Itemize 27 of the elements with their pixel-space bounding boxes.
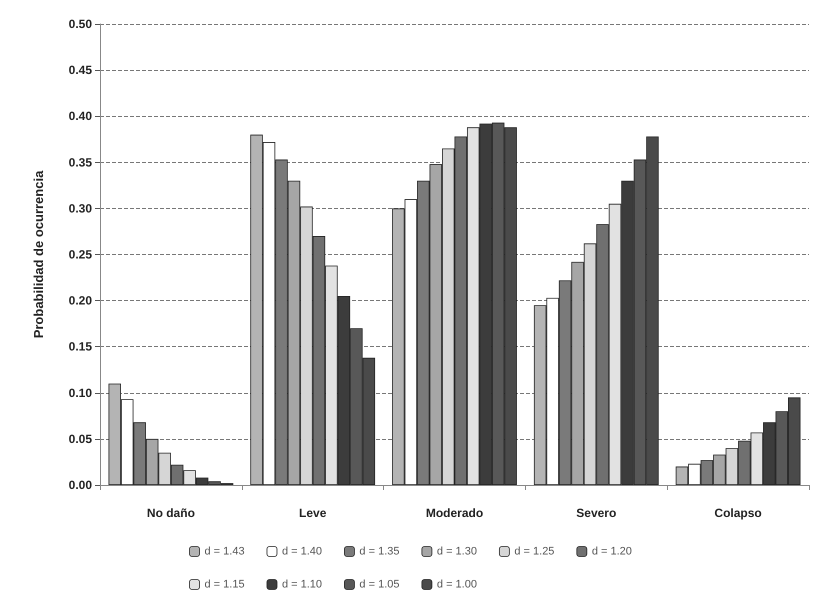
x-tick-label: No daño [146, 506, 195, 520]
y-tick-label: 0.35 [68, 155, 92, 170]
legend-label: d = 1.25 [514, 546, 554, 558]
legend-label: d = 1.05 [359, 578, 400, 590]
y-tick-label: 0.40 [68, 109, 92, 124]
legend-label: d = 1.10 [282, 578, 322, 590]
y-axis-title: Probabilidad de ocurrencia [31, 170, 46, 338]
y-tick-label: 0.45 [68, 63, 92, 78]
x-tick-label: Leve [299, 506, 327, 520]
x-tick-label: Moderado [426, 506, 484, 520]
legend-label: d = 1.43 [204, 546, 245, 558]
y-tick-label: 0.25 [68, 248, 92, 262]
legend-label: d = 1.35 [359, 546, 400, 558]
y-tick-label: 0.10 [68, 386, 92, 400]
y-tick-label: 0.05 [68, 432, 92, 446]
legend-label: d = 1.00 [436, 578, 477, 590]
legend-label: d = 1.20 [592, 546, 632, 558]
x-tick-label: Severo [576, 506, 616, 520]
legend-label: d = 1.40 [282, 546, 322, 558]
y-tick-label: 0.15 [68, 340, 92, 354]
y-tick-label: 0.50 [68, 17, 92, 31]
legend-label: d = 1.30 [436, 546, 477, 558]
legend-label: d = 1.15 [204, 578, 245, 590]
y-tick-label: 0.30 [68, 201, 92, 216]
y-tick-label: 0.20 [68, 294, 92, 308]
y-tick-label: 0.00 [68, 478, 92, 492]
x-tick-label: Colapso [714, 506, 762, 520]
